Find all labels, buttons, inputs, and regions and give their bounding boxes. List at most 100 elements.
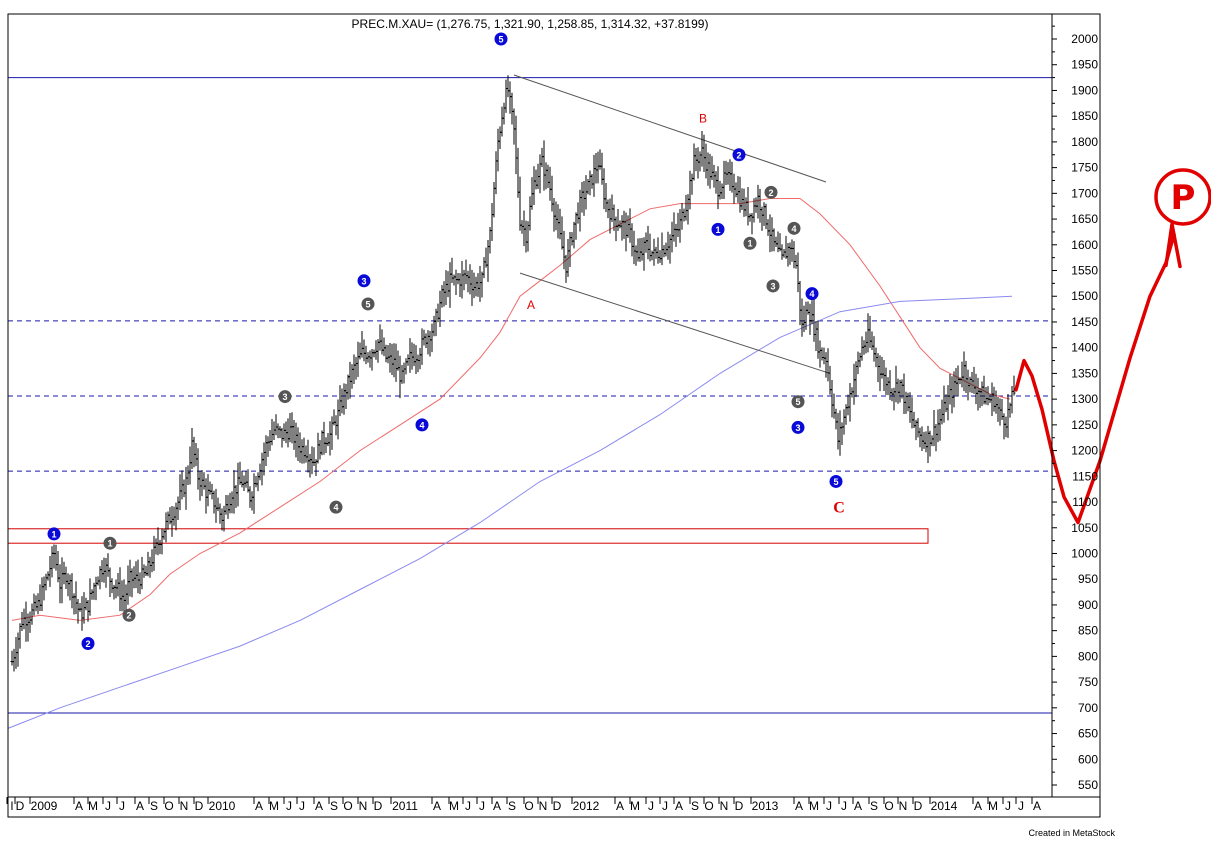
x-tick-label-31: D [553,799,562,813]
wave-marker-18 [791,420,805,434]
y-tick-label-1150: 1150 [1072,469,1098,483]
x-tick-label-18: S [330,799,338,813]
moving-average-red [11,198,1011,621]
x-tick-label-25: J [465,799,471,813]
wave-label-17: 5 [795,397,800,407]
x-tick-label-6: J [119,799,125,813]
x-tick-label-39: O [704,799,713,813]
x-tick-label-45: J [826,799,832,813]
x-tick-label-48: S [870,799,878,813]
projection-arrow: P [1014,168,1211,525]
x-tick-label-55: J [1005,799,1011,813]
moving-average-blue [7,295,1013,729]
x-tick-label-53: A [974,799,982,813]
wave-marker-17 [791,395,805,409]
y-tick-label-950: 950 [1078,572,1098,586]
y-tick-label-750: 750 [1078,675,1098,689]
x-tick-label-43: A [795,799,803,813]
x-tick-label-35: J [648,799,654,813]
wave-label-14: 4 [791,224,796,234]
wave-label-12: 1 [715,225,720,235]
credit-text: Created in MetaStock [1028,828,1115,838]
x-tick-label-44: M [809,799,819,813]
wave-label-4: 4 [419,420,424,430]
y-tick-label-1700: 1700 [1071,186,1098,200]
wave-label-6: 1 [51,529,56,539]
wave-marker-4 [415,418,429,432]
projection-arrowhead [1164,222,1182,269]
wave-marker-1 [357,274,371,288]
x-tick-label-13: A [255,799,263,813]
x-tick-label-34: M [630,799,640,813]
y-tick-label-1550: 1550 [1071,264,1098,278]
target-letter: P [1171,178,1196,218]
x-tick-label-54: M [988,799,998,813]
wave-marker-10 [732,148,746,162]
y-tick-label-1900: 1900 [1071,83,1098,97]
wave-labels: 5 3 5 3 4 4 1 1 2 2 2 2 1 1 4 3 4 5 3 5 A B C [47,32,845,651]
x-tick-label-15: J [286,799,292,813]
x-tick-label-51: D [914,799,923,813]
wave-label-8: 2 [126,611,131,621]
price-bar [1012,375,1016,396]
x-tick-label-24: M [449,799,459,813]
x-tick-label-32: 2012 [573,799,600,813]
wave-marker-13 [743,236,757,250]
wave-label-15: 3 [770,281,775,291]
y-tick-label-1800: 1800 [1071,135,1098,149]
x-tick-label-33: A [616,799,624,813]
y-tick-label-900: 900 [1078,598,1098,612]
projection-line [1014,232,1176,525]
x-tick-label-17: A [315,799,323,813]
y-tick-label-1100: 1100 [1072,495,1098,509]
x-tick-label-41: D [735,799,744,813]
x-tick-label-28: S [508,799,516,813]
x-tick-label-23: A [433,799,441,813]
x-tick-label-11: D [195,799,204,813]
wave-label-2: 5 [365,299,370,309]
y-tick-label-1450: 1450 [1071,315,1098,329]
y-tick-label-1850: 1850 [1071,109,1098,123]
wave-marker-11 [764,185,778,199]
wave-marker-3 [278,390,292,404]
x-tick-label-47: A [854,799,862,813]
wave-marker-6 [47,527,61,541]
y-tick-label-1650: 1650 [1071,212,1098,226]
wave-marker-9 [81,637,95,651]
x-tick-label-20: N [359,799,368,813]
wave-letter-0: A [527,298,535,312]
x-tick-label-0: l [11,799,14,813]
target-circle [1154,168,1211,226]
y-tick-label-1750: 1750 [1071,161,1098,175]
x-tick-label-50: N [899,799,908,813]
x-tick-label-38: S [691,799,699,813]
trend-channel [513,74,831,374]
x-tick-label-9: O [164,799,173,813]
y-tick-label-850: 850 [1078,624,1098,638]
x-tick-label-52: 2014 [931,799,958,813]
wave-label-0: 5 [498,35,503,45]
wave-label-13: 1 [747,239,752,249]
y-axis: 2000 1950 1900 1850 1800 1750 1700 1650 1600 1550… [1052,25,1098,792]
x-tick-label-56: J [1018,799,1024,813]
x-tick-label-42: 2013 [752,799,779,813]
y-tick-label-700: 700 [1078,701,1098,715]
x-tick-label-5: J [105,799,111,813]
x-tick-label-27: A [493,799,501,813]
wave-marker-0 [494,32,508,46]
y-tick-label-2000: 2000 [1071,32,1098,46]
x-tick-label-37: A [675,799,683,813]
moving-averages [7,198,1013,729]
y-tick-label-1050: 1050 [1071,521,1098,535]
x-tick-label-10: N [180,799,189,813]
y-tick-label-1400: 1400 [1071,341,1098,355]
x-tick-label-22: 2011 [392,799,418,813]
y-tick-label-1600: 1600 [1071,238,1098,252]
wave-label-3: 3 [282,392,287,402]
x-tick-label-14: M [269,799,279,813]
wave-marker-15 [766,279,780,293]
wave-marker-7 [103,536,117,550]
plot-frame [7,13,1101,818]
